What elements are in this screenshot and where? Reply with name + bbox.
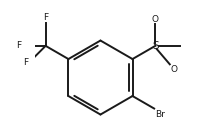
Text: F: F	[43, 13, 48, 22]
Text: O: O	[152, 15, 159, 24]
Text: F: F	[23, 58, 29, 67]
Text: O: O	[170, 65, 177, 74]
Text: Br: Br	[155, 110, 165, 119]
Text: S: S	[152, 41, 159, 51]
Text: F: F	[17, 41, 22, 50]
